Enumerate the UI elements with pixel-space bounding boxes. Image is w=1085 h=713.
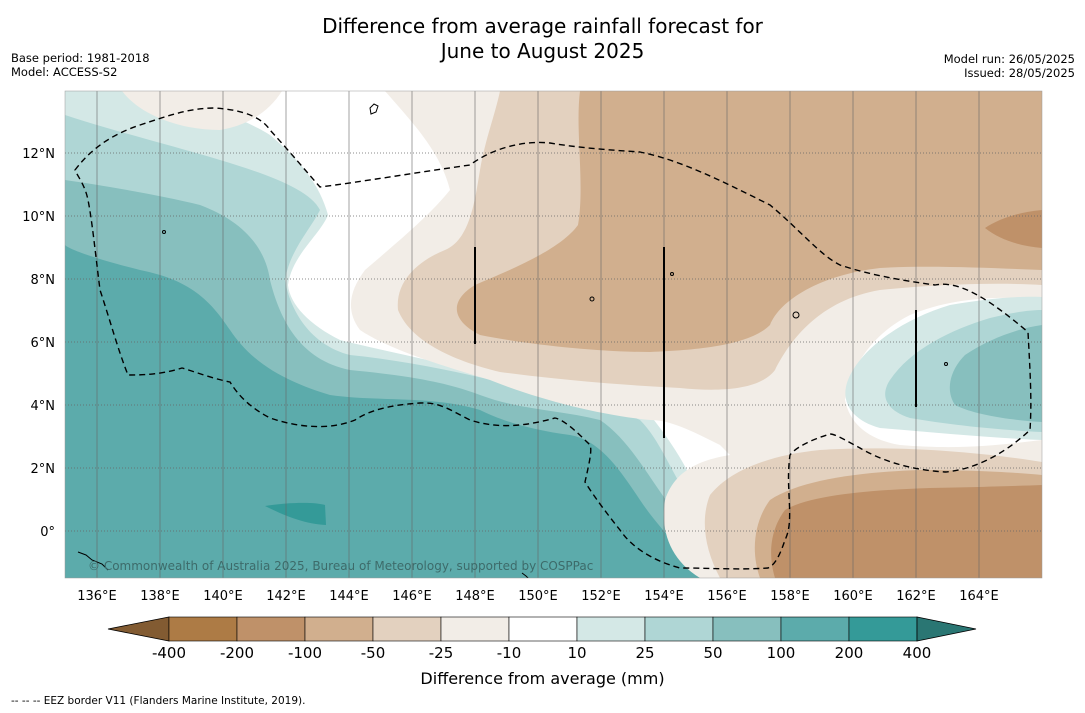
map-area	[65, 91, 1042, 578]
colorbar-tick-label: -400	[152, 644, 186, 662]
colorbar-swatch	[304, 616, 374, 642]
colorbar-tick-label: -200	[220, 644, 254, 662]
island-shape	[670, 272, 674, 276]
eez-border	[74, 107, 1032, 570]
colorbar-tick-label: -100	[288, 644, 322, 662]
colorbar-label: Difference from average (mm)	[420, 669, 665, 688]
longitude-label: 142°E	[266, 589, 306, 604]
colorbar-swatch	[508, 616, 578, 642]
model-run-text: Model run: 26/05/2025	[943, 52, 1075, 66]
model-text: Model: ACCESS-S2	[11, 65, 118, 79]
longitude-label: 150°E	[518, 589, 558, 604]
rainfall-band-minus-100-200-south	[771, 485, 1042, 578]
longitude-label: 152°E	[581, 589, 621, 604]
colorbar-tick-label: 10	[567, 644, 586, 662]
islands	[77, 103, 948, 578]
colorbar-swatch	[712, 616, 782, 642]
latitude-label: 2°N	[31, 462, 56, 477]
longitude-labels: 136°E 138°E 140°E 142°E 144°E 146°E 148°E 150°E…	[77, 589, 999, 604]
latitude-label: 8°N	[31, 273, 56, 288]
base-period-text: Base period: 1981-2018	[11, 51, 150, 65]
map-frame	[64, 90, 1043, 579]
title-line-1: Difference from average rainfall forecas…	[322, 14, 763, 38]
latitude-label: 10°N	[22, 210, 55, 225]
island-shape	[944, 362, 948, 366]
latitude-label: 4°N	[31, 399, 56, 414]
island-shape	[77, 551, 109, 571]
rainfall-band-wet-west-200	[265, 502, 326, 525]
colorbar: -400 -200 -100 -50 -25 -10 10 25 50 100 200 400	[107, 616, 977, 662]
longitude-label: 158°E	[770, 589, 810, 604]
colorbar-swatch	[236, 616, 306, 642]
colorbar-extend-high	[916, 616, 977, 642]
longitude-label: 136°E	[77, 589, 117, 604]
metadata-right: Model run: 26/05/2025 Issued: 28/05/2025	[944, 52, 1075, 80]
longitude-label: 160°E	[833, 589, 873, 604]
latitude-label: 12°N	[22, 147, 55, 162]
longitude-label: 164°E	[959, 589, 999, 604]
longitude-label: 148°E	[455, 589, 495, 604]
latitude-label: 0°	[40, 525, 55, 540]
latitude-label: 6°N	[31, 336, 56, 351]
eez-footnote: -- -- -- EEZ border V11 (Flanders Marine…	[11, 695, 306, 707]
colorbar-swatch	[644, 616, 714, 642]
longitude-label: 144°E	[329, 589, 369, 604]
rainfall-band-wet-east-100	[949, 325, 1042, 422]
title-line-2: June to August 2025	[440, 39, 645, 63]
longitude-label: 140°E	[203, 589, 243, 604]
rainfall-band-minus-50-100	[456, 91, 1042, 352]
colorbar-tick-label: 25	[635, 644, 654, 662]
colorbar-swatch	[576, 616, 646, 642]
rainfall-band-minus-10-25-north	[122, 91, 282, 130]
colorbar-swatch	[848, 616, 918, 642]
longitude-label: 154°E	[644, 589, 684, 604]
colorbar-extend-low	[107, 616, 170, 642]
colorbar-tick-label: 200	[835, 644, 864, 662]
island-shape	[521, 572, 529, 578]
longitude-label: 162°E	[896, 589, 936, 604]
longitude-label: 146°E	[392, 589, 432, 604]
colorbar-swatch	[440, 616, 510, 642]
colorbar-swatch	[168, 616, 238, 642]
issued-text: Issued: 28/05/2025	[964, 66, 1075, 80]
island-shape	[369, 103, 379, 115]
colorbar-tick-label: 50	[703, 644, 722, 662]
map-title: Difference from average rainfall forecas…	[0, 14, 1085, 64]
colorbar-tick-label: -25	[429, 644, 454, 662]
rainfall-band-minus-100-200-east	[985, 210, 1042, 248]
colorbar-swatch	[780, 616, 850, 642]
longitude-label: 138°E	[140, 589, 180, 604]
metadata-left: Base period: 1981-2018 Model: ACCESS-S2	[11, 51, 150, 79]
colorbar-swatch	[372, 616, 442, 642]
island-shape	[162, 230, 166, 234]
latitude-labels: 12°N 10°N 8°N 6°N 4°N 2°N 0°	[22, 147, 55, 540]
longitude-label: 156°E	[707, 589, 747, 604]
copyright-text: © Commonwealth of Australia 2025, Bureau…	[88, 559, 593, 573]
colorbar-tick-label: 100	[767, 644, 796, 662]
island-shape	[792, 311, 800, 319]
colorbar-tick-label: -50	[361, 644, 386, 662]
colorbar-tick-label: -10	[497, 644, 522, 662]
grid-lines	[65, 91, 1042, 578]
island-shape	[589, 296, 595, 302]
colorbar-tick-label: 400	[903, 644, 932, 662]
